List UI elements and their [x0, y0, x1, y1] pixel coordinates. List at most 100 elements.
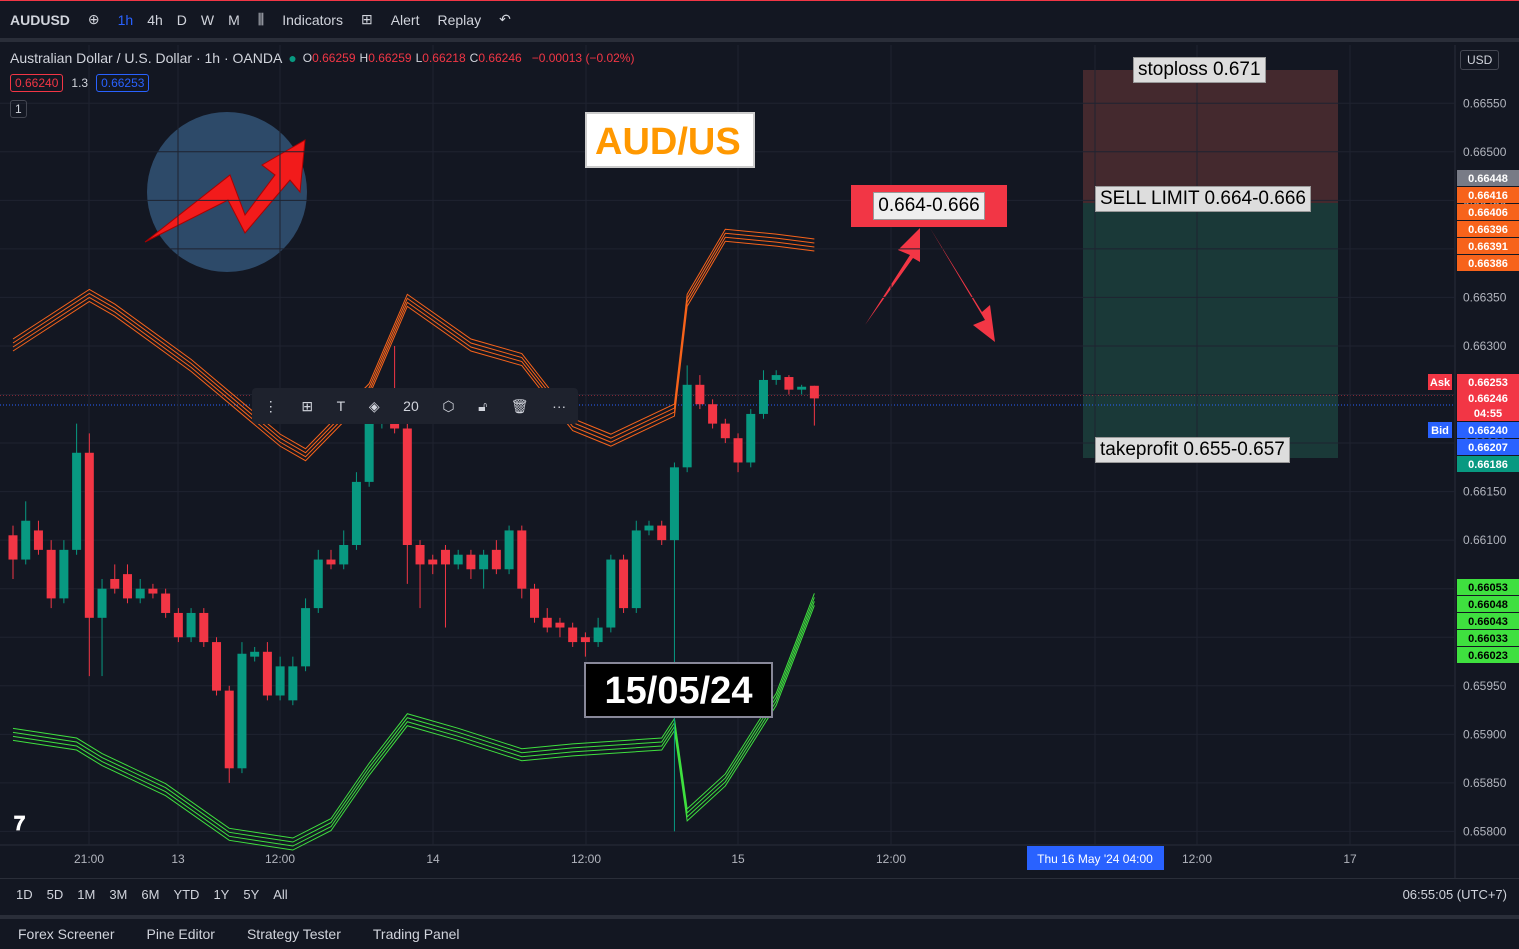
- price-tag: 0.66240: [1468, 425, 1508, 437]
- ohlc-key: O: [302, 51, 313, 65]
- y-tick-label: 0.65800: [1463, 824, 1507, 838]
- range[interactable]: YTD: [173, 887, 200, 902]
- candle-body: [97, 588, 107, 618]
- price-tag-bg: [1457, 596, 1519, 612]
- x-tick-label: 12:00: [265, 852, 295, 866]
- candle-body: [46, 549, 56, 599]
- candle-body: [530, 588, 540, 618]
- replay[interactable]: Replay: [437, 11, 482, 28]
- candle-body: [301, 608, 311, 667]
- collapse[interactable]: 1: [10, 100, 27, 118]
- lower-band: [12, 605, 815, 851]
- status: ●: [288, 50, 297, 66]
- y-tick-label: 0.66400: [1463, 242, 1507, 256]
- candle-body: [84, 452, 94, 618]
- alert[interactable]: Alert: [390, 11, 420, 28]
- candle-body: [364, 423, 374, 482]
- drag[interactable]: ⋮: [263, 397, 278, 414]
- candle-body: [110, 578, 120, 589]
- undo[interactable]: ↶: [499, 11, 511, 27]
- x-tick-label: 14: [426, 852, 440, 866]
- font-size[interactable]: 20: [403, 398, 419, 414]
- candle-body: [161, 593, 171, 613]
- x-tick-label: 17: [1343, 852, 1357, 866]
- price-tag-bg: [1457, 221, 1519, 237]
- candle-body: [733, 438, 743, 463]
- range[interactable]: 1Y: [213, 887, 230, 902]
- y-tick-label: 0.66100: [1463, 533, 1507, 547]
- pair-label: AUD/US: [585, 112, 755, 168]
- price-tag: 0.66048: [1468, 599, 1508, 611]
- fill[interactable]: ◈: [368, 397, 380, 414]
- settings[interactable]: ⬡: [442, 397, 455, 414]
- price-tag: 0.66396: [1468, 224, 1508, 236]
- symbol[interactable]: AUDUSD: [10, 11, 70, 28]
- indicators[interactable]: Indicators: [282, 11, 343, 28]
- logo-arrow: [144, 139, 306, 243]
- x-tick-label: 13: [171, 852, 185, 866]
- candle-body: [428, 559, 438, 565]
- add[interactable]: ⊕: [87, 11, 100, 27]
- chart-type[interactable]: ⫼: [257, 11, 265, 27]
- template[interactable]: ⊞: [301, 397, 314, 414]
- currency[interactable]: USD: [1460, 50, 1500, 70]
- range[interactable]: 6M: [141, 887, 160, 902]
- candle-body: [644, 525, 654, 531]
- interval[interactable]: M: [228, 11, 240, 28]
- interval[interactable]: 1h: [117, 11, 134, 28]
- tab[interactable]: Trading Panel: [372, 926, 460, 942]
- range[interactable]: 1D: [16, 887, 33, 902]
- candle-body: [402, 428, 412, 545]
- y-tick-label: 0.66150: [1463, 485, 1507, 499]
- lower-band: [12, 597, 815, 843]
- text-tool[interactable]: T: [336, 398, 346, 414]
- symbol-title: Australian Dollar / U.S. Dollar · 1h · O…: [10, 50, 283, 66]
- price-tag: 0.66253: [1468, 377, 1508, 389]
- more[interactable]: ···: [552, 398, 567, 414]
- ohlc: O0.66259 H0.66259 L0.66218 C0.66246: [303, 51, 526, 65]
- stop-zone: [1083, 70, 1338, 203]
- y-tick-label: 0.66000: [1463, 630, 1507, 644]
- tab[interactable]: Forex Screener: [18, 926, 115, 942]
- candle-body: [555, 622, 565, 628]
- candle-body: [122, 574, 132, 599]
- range[interactable]: All: [273, 887, 288, 902]
- range[interactable]: 1M: [77, 887, 96, 902]
- candle-body: [275, 666, 285, 696]
- delete[interactable]: 🗑︎: [510, 397, 529, 414]
- range[interactable]: 5D: [46, 887, 64, 902]
- range[interactable]: 5Y: [243, 887, 260, 902]
- drawing-toolbar: ⋮ ⊞ T ◈ 20 ⬡ 🔓︎ 🗑︎ ···: [252, 388, 578, 424]
- x-tick-label: 15: [731, 852, 745, 866]
- crosshair-time: [1027, 846, 1164, 870]
- interval[interactable]: D: [176, 11, 187, 28]
- range[interactable]: 3M: [109, 887, 128, 902]
- candle-body: [21, 520, 31, 560]
- price-tag-bg: [1457, 422, 1519, 438]
- clock: 06:55:05 (UTC+7): [1402, 887, 1507, 902]
- tab[interactable]: Pine Editor: [146, 926, 215, 942]
- y-tick-label: 0.65900: [1463, 727, 1507, 741]
- tab[interactable]: Strategy Tester: [246, 926, 341, 942]
- x-tick-label: Thu 16 May '24 04:00: [1037, 852, 1153, 866]
- price-tag-bg: [1457, 613, 1519, 629]
- buy-price[interactable]: 0.66253: [96, 74, 150, 92]
- candle-body: [771, 375, 781, 380]
- zone-box: 0.664-0.666: [851, 185, 1007, 227]
- interval[interactable]: W: [200, 11, 215, 28]
- candle-body: [33, 530, 43, 550]
- candle-body: [695, 384, 705, 405]
- candle-body: [580, 637, 590, 643]
- price-tag-bg: [1457, 630, 1519, 646]
- candle-body: [186, 612, 196, 638]
- layouts[interactable]: ⊞: [360, 11, 373, 27]
- candle-body: [339, 545, 349, 565]
- sell-price[interactable]: 0.66240: [10, 74, 64, 92]
- price-tag-bg: [1457, 170, 1519, 186]
- intervals: 1h 4h D W M: [118, 12, 240, 28]
- candle-body: [784, 377, 794, 390]
- interval[interactable]: 4h: [147, 11, 163, 28]
- lock[interactable]: 🔓︎: [478, 397, 488, 414]
- price-tag: Ask: [1430, 377, 1451, 389]
